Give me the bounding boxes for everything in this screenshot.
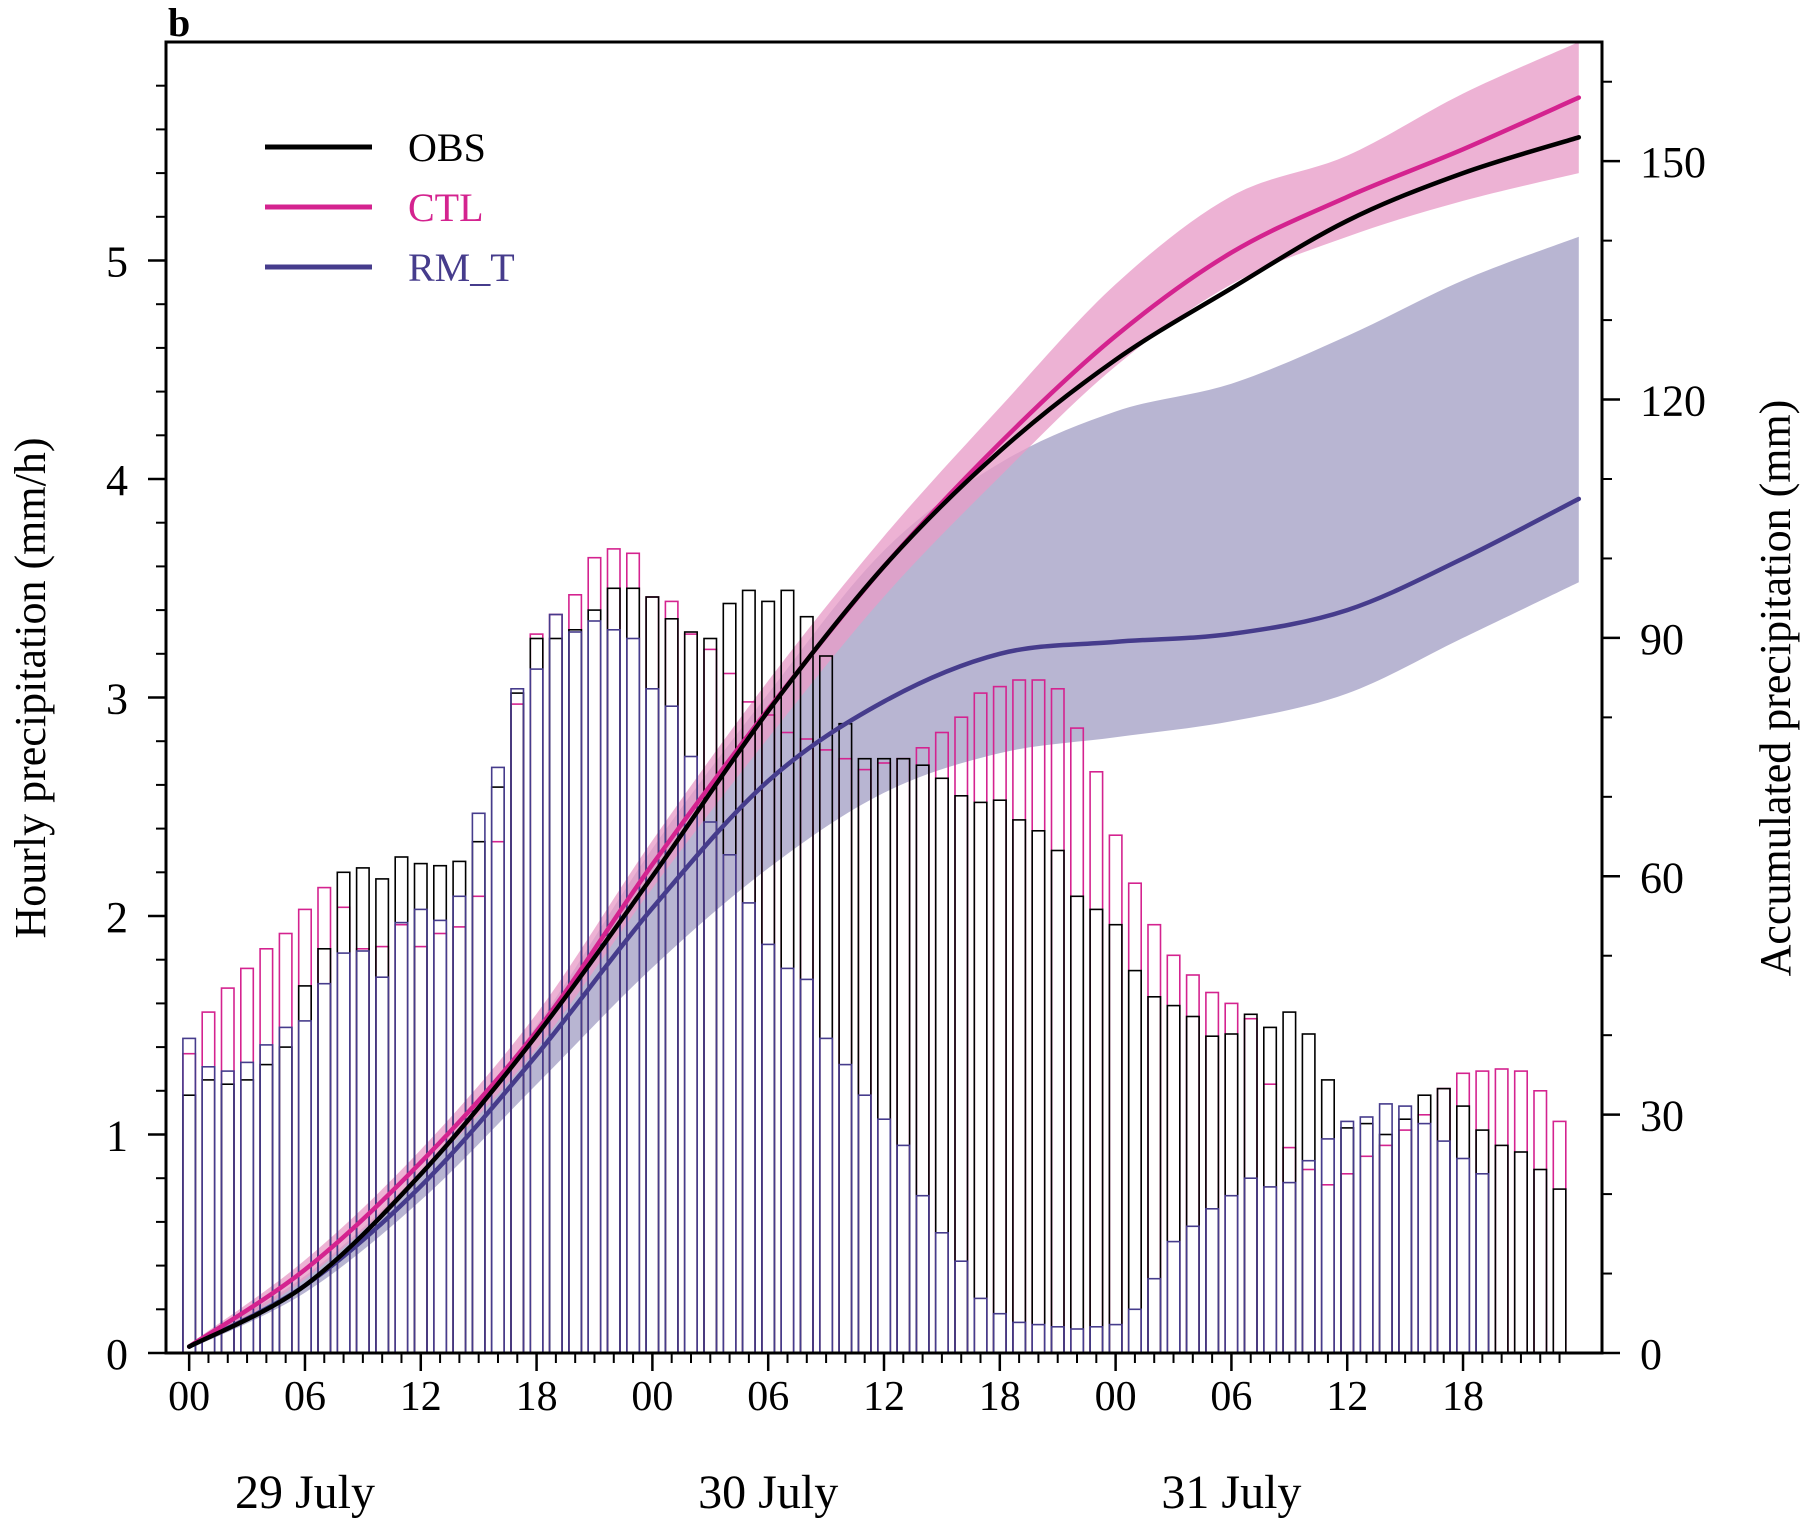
y-right-tick-label: 60	[1640, 853, 1684, 902]
y-axis-left-label: Hourly precipitation (mm/h)	[6, 438, 55, 939]
x-tick-label: 00	[168, 1374, 210, 1420]
chart-legend: OBS CTL RM_T	[265, 125, 515, 290]
y-right-tick-label: 0	[1640, 1330, 1662, 1379]
x-tick-label: 06	[1210, 1374, 1252, 1420]
y-right-tick-label: 120	[1640, 377, 1706, 426]
y-right-tick-label: 150	[1640, 138, 1706, 187]
x-tick-label: 06	[284, 1374, 326, 1420]
x-tick-label: 00	[631, 1374, 673, 1420]
x-date-label: 31 July	[1161, 1466, 1301, 1519]
y-left-tick-label: 3	[106, 675, 128, 724]
obs-legend-label: OBS	[408, 125, 486, 170]
y-left-tick-label: 2	[106, 893, 128, 942]
y-left-tick-label: 0	[106, 1330, 128, 1379]
y-right-tick-label: 30	[1640, 1092, 1684, 1141]
x-date-label: 30 July	[698, 1466, 838, 1519]
rm-t-accumulated-line	[186, 496, 1582, 1349]
y-left-tick-label: 5	[106, 238, 128, 287]
accumulated-uncertainty-bands	[189, 42, 1579, 1350]
panel-label: b	[168, 0, 190, 45]
x-tick-label: 12	[1326, 1374, 1368, 1420]
x-tick-label: 06	[747, 1374, 789, 1420]
accumulated-precipitation-lines	[186, 95, 1582, 1349]
x-tick-label: 18	[516, 1374, 558, 1420]
rm-t-legend-label: RM_T	[408, 245, 515, 290]
y-right-tick-label: 90	[1640, 615, 1684, 664]
y-left-tick-label: 1	[106, 1112, 128, 1161]
x-tick-label: 12	[400, 1374, 442, 1420]
y-axis-right-label: Accumulated precipitation (mm)	[1751, 400, 1800, 977]
ctl-legend-label: CTL	[408, 185, 484, 230]
x-tick-label: 12	[863, 1374, 905, 1420]
y-left-tick-label: 4	[106, 456, 128, 505]
x-tick-label: 00	[1095, 1374, 1137, 1420]
ctl-accumulated-band	[189, 42, 1579, 1349]
x-tick-label: 18	[979, 1374, 1021, 1420]
x-date-label: 29 July	[235, 1466, 375, 1519]
x-tick-label: 18	[1442, 1374, 1484, 1420]
obs-accumulated-line	[186, 135, 1582, 1349]
rm-t-accumulated-band	[189, 236, 1579, 1350]
